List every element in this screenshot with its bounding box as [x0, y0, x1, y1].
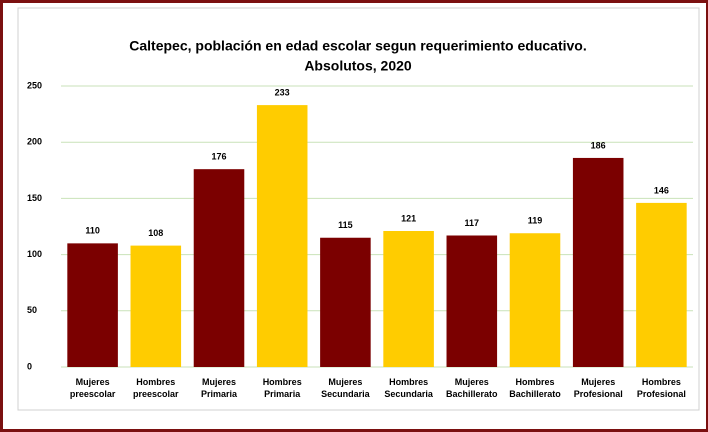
data-label: 119: [528, 216, 543, 226]
bar: [383, 230, 434, 367]
data-label: 115: [338, 220, 353, 230]
x-tick-label: Hombres Bachillerato: [509, 377, 561, 399]
data-label: 108: [148, 228, 163, 238]
bar: [193, 169, 245, 367]
bar: [509, 233, 561, 367]
x-tick-label: Hombres preescolar: [133, 377, 179, 399]
bar: [572, 157, 624, 367]
x-tick-label: Mujeres Primaria: [201, 377, 238, 399]
x-tick-label: Hombres Profesional: [637, 377, 686, 399]
data-label: 110: [85, 226, 100, 236]
bar: [130, 245, 182, 367]
data-label: 117: [465, 218, 480, 228]
x-tick-label: Mujeres Profesional: [574, 377, 623, 399]
y-tick-label: 150: [27, 193, 42, 203]
bar: [320, 237, 371, 367]
x-tick-label: Hombres Primaria: [263, 377, 302, 399]
y-tick-label: 50: [27, 305, 37, 315]
bar: [256, 105, 308, 367]
data-label: 233: [275, 87, 290, 97]
data-label: 121: [401, 213, 416, 223]
bar: [446, 235, 498, 367]
bar: [67, 243, 118, 367]
y-tick-label: 250: [27, 80, 42, 90]
y-tick-label: 0: [27, 361, 32, 371]
data-label: 186: [591, 140, 606, 150]
data-label: 146: [654, 185, 669, 195]
chart-title: Absolutos, 2020: [304, 58, 412, 74]
x-tick-label: Mujeres preescolar: [70, 377, 116, 399]
x-tick-label: Mujeres Secundaria: [321, 377, 371, 399]
data-label: 176: [211, 152, 226, 162]
y-tick-label: 100: [27, 249, 42, 259]
x-tick-label: Hombres Secundaria: [384, 377, 434, 399]
chart-title: Caltepec, población en edad escolar segu…: [129, 38, 586, 54]
y-tick-label: 200: [27, 137, 42, 147]
bar: [636, 202, 687, 367]
chart: Caltepec, población en edad escolar segu…: [17, 7, 700, 411]
x-tick-label: Mujeres Bachillerato: [446, 377, 498, 399]
